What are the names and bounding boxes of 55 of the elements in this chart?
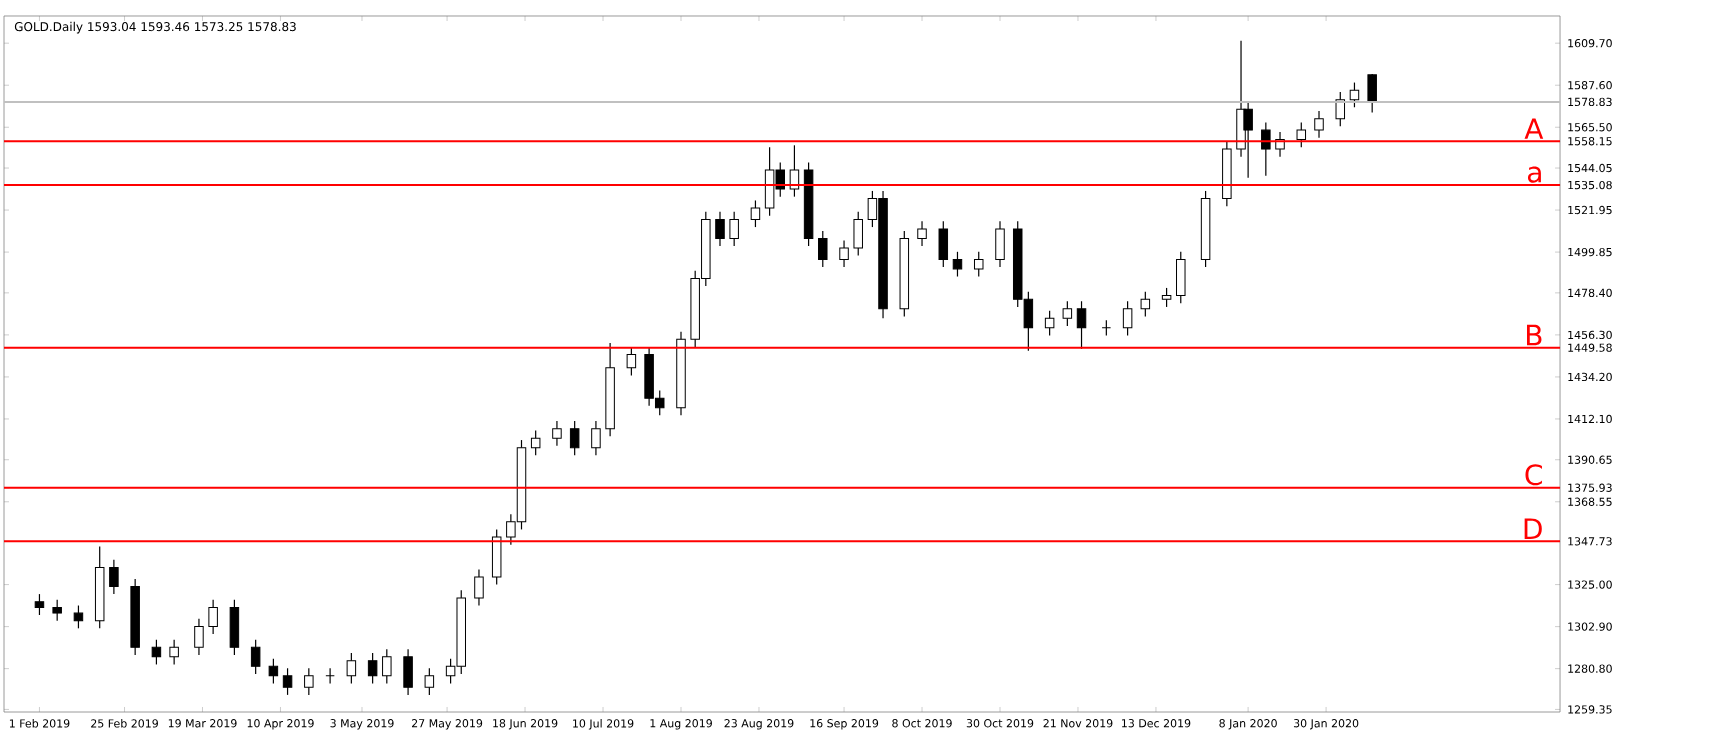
candlestick: [382, 648, 392, 685]
candlestick: [424, 667, 435, 696]
ref-line-label: B: [1527, 324, 1542, 346]
candlestick: [250, 639, 261, 675]
candlestick: [1044, 310, 1055, 337]
candlestick: [839, 239, 849, 268]
candlestick: [73, 604, 84, 629]
candlestick: [1314, 110, 1324, 139]
ref-line-label: D: [1524, 518, 1542, 539]
candlestick: [109, 559, 119, 595]
candlestick: [552, 420, 562, 447]
candlestick: [325, 667, 335, 685]
candlestick: [818, 230, 828, 268]
candlestick: [1349, 81, 1360, 108]
candlestick: [151, 639, 162, 666]
candlestick: [1367, 73, 1377, 114]
candlestick: [715, 211, 725, 247]
candlestick: [973, 251, 984, 278]
candlestick: [491, 528, 502, 586]
candlestick: [938, 220, 949, 268]
ref-line-label: a: [1527, 166, 1541, 183]
candlestick: [789, 144, 800, 198]
candlestick: [1062, 300, 1073, 327]
candlestick: [569, 420, 580, 456]
candlestick: [1140, 291, 1151, 318]
candlestick: [304, 667, 314, 696]
ref-line-label: C: [1525, 464, 1542, 486]
candlestick: [34, 593, 45, 616]
candlestick: [229, 599, 240, 656]
candlestick: [995, 220, 1005, 268]
candlestick: [750, 199, 761, 228]
candlestick: [346, 652, 357, 685]
candlestick: [591, 420, 601, 456]
candlestick: [169, 639, 179, 666]
candlestick: [626, 346, 637, 377]
candlestick: [952, 251, 963, 278]
candlestick: [917, 220, 927, 247]
candlestick: [403, 648, 413, 696]
candlestick: [530, 429, 541, 456]
candlestick: [1161, 287, 1172, 308]
candlestick: [268, 658, 279, 685]
candlestick: [1296, 121, 1307, 148]
candlestick: [52, 599, 62, 622]
candlestick: [282, 667, 293, 696]
candlestick: [194, 618, 204, 656]
ref-line-label: A: [1524, 118, 1544, 139]
candlestick: [1176, 251, 1186, 304]
candlestick: [208, 599, 218, 635]
candlestick: [367, 652, 378, 685]
candlestick: [1122, 300, 1133, 337]
candlestick: [853, 211, 863, 257]
candlestick: [474, 568, 484, 607]
candlestick: [1076, 300, 1087, 350]
candlestick: [729, 211, 739, 247]
candlestick: [1243, 100, 1253, 179]
